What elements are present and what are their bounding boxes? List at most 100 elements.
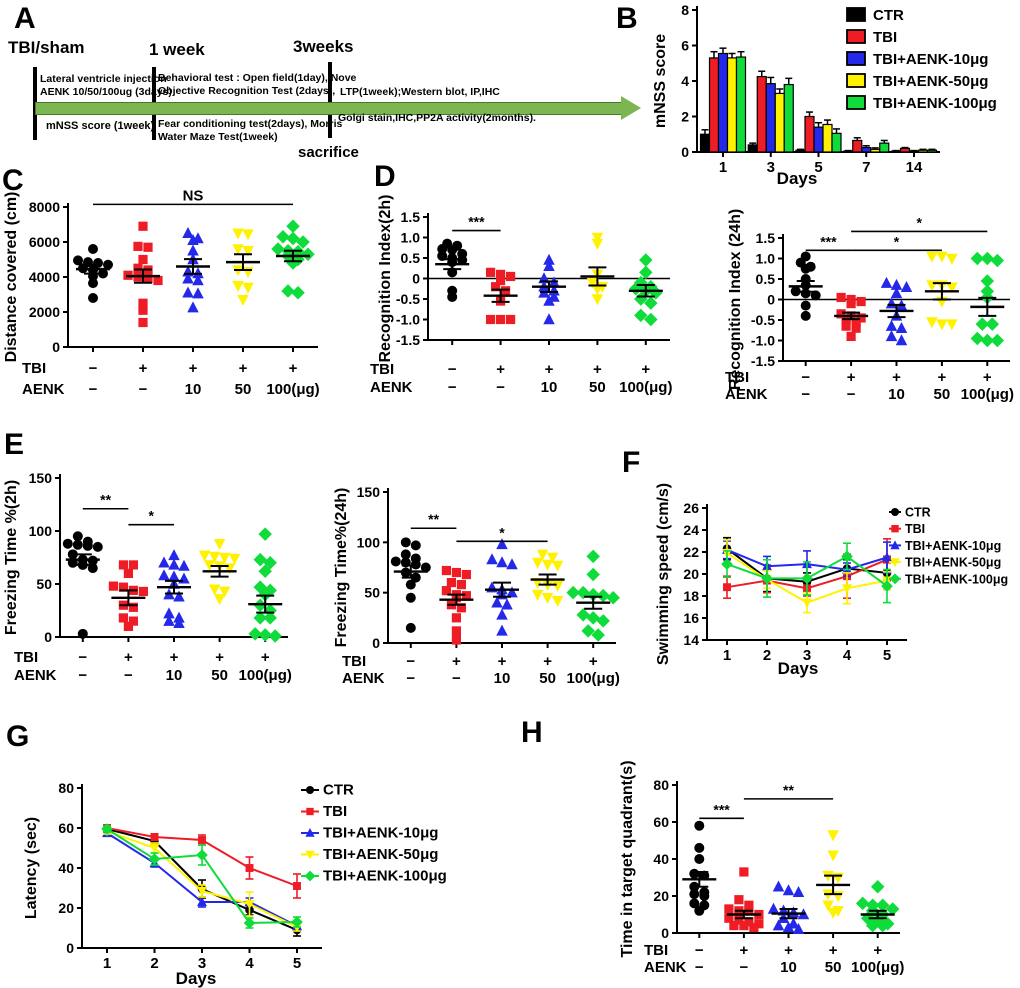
svg-text:+: + — [873, 942, 882, 959]
svg-text:22: 22 — [683, 544, 699, 560]
svg-text:TBI+AENK-10μg: TBI+AENK-10μg — [873, 51, 988, 68]
panel-b-mnss-bar-chart: 0 2 4 6 8 mNSS score 1 3 5 7 14 Days CTR TBI TBI+AENK-… — [635, 0, 1020, 192]
svg-text:100: 100 — [29, 523, 53, 539]
svg-text:AENK: AENK — [725, 386, 768, 403]
svg-text:100: 100 — [357, 534, 381, 550]
svg-text:CTR: CTR — [905, 506, 931, 520]
svg-text:0: 0 — [66, 940, 74, 956]
panel-label-b: B — [616, 2, 638, 35]
svg-text:20: 20 — [653, 888, 669, 904]
svg-text:−: − — [78, 649, 87, 666]
timeline-text: Behavioral test : Open field(1day), Nove — [158, 72, 357, 84]
svg-text:+: + — [892, 369, 901, 386]
timeline-text: AENK 10/50/100ug (3days) — [40, 86, 172, 98]
svg-text:0: 0 — [372, 635, 380, 651]
svg-text:8: 8 — [681, 2, 689, 18]
svg-text:5: 5 — [883, 647, 891, 664]
svg-text:1: 1 — [719, 159, 727, 176]
svg-text:+: + — [498, 653, 507, 670]
timeline-seg2-above: Behavioral test : Open field(1day), Nove… — [158, 72, 356, 98]
svg-text:CTR: CTR — [323, 782, 354, 799]
svg-text:50: 50 — [589, 379, 606, 396]
svg-text:3: 3 — [767, 159, 775, 176]
svg-text:TBI: TBI — [873, 29, 897, 46]
svg-text:1.5: 1.5 — [756, 230, 776, 246]
svg-text:50: 50 — [211, 667, 228, 684]
svg-text:+: + — [740, 942, 749, 959]
svg-text:−: − — [740, 959, 749, 976]
panel-c-distance-scatter-chart: 0 2000 4000 6000 8000 Distance covered (cm) NS… — [0, 175, 360, 410]
svg-text:Latency (sec): Latency (sec) — [23, 817, 40, 919]
svg-text:10: 10 — [166, 667, 183, 684]
svg-text:***: *** — [468, 214, 485, 230]
svg-text:+: + — [452, 653, 461, 670]
panel-label-e: E — [4, 428, 25, 461]
panel-label-h: H — [521, 716, 543, 749]
panel-label-g: G — [6, 720, 30, 753]
svg-text:TBI+AENK-50μg: TBI+AENK-50μg — [905, 556, 1001, 570]
svg-text:50: 50 — [364, 585, 380, 601]
chart-D1-svg: -1.5 -1.0 -0.5 0 0.5 1.0 1.5 Recognition Index(… — [370, 195, 672, 397]
timeline-text: Objective Recognition Test (2days), — [158, 85, 336, 97]
svg-text:Time in target quadrant(s): Time in target quadrant(s) — [619, 760, 636, 957]
svg-text:+: + — [543, 653, 552, 670]
svg-text:−: − — [496, 379, 505, 396]
svg-text:10: 10 — [888, 386, 905, 403]
svg-text:TBI+AENK-100μg: TBI+AENK-100μg — [323, 868, 447, 885]
timeline-seg1-below: mNSS score (1week) — [46, 120, 154, 133]
svg-text:2: 2 — [681, 109, 689, 125]
svg-text:6: 6 — [681, 38, 689, 54]
panel-e-freezing-2h-chart: 0 50 100 150 Freezing Time %(2h) ** * TBI − + + + + A… — [0, 440, 330, 702]
timeline-sacrifice-label: sacrifice — [298, 144, 359, 161]
svg-text:TBI: TBI — [14, 649, 38, 666]
panel-h-target-quadrant-chart: 0 20 40 60 80 Time in target quadrant(s) *** **… — [520, 710, 1020, 988]
panel-d-recognition-24h-chart: -1.5 -1.0 -0.5 0 0.5 1.0 1.5 Recognition Index … — [690, 175, 1020, 417]
svg-text:100(μg): 100(μg) — [567, 670, 620, 687]
svg-text:+: + — [589, 653, 598, 670]
svg-text:50: 50 — [235, 381, 252, 398]
svg-text:2: 2 — [763, 647, 771, 664]
svg-text:0.5: 0.5 — [401, 250, 421, 266]
svg-text:−: − — [847, 386, 856, 403]
svg-text:1: 1 — [103, 955, 111, 972]
svg-text:20: 20 — [683, 566, 699, 582]
chart-G-svg: 0 20 40 60 80 Latency (sec) 1 2 3 4 5 Days CTR TBI TBI… — [23, 780, 447, 988]
svg-text:50: 50 — [825, 959, 842, 976]
svg-text:100(μg): 100(μg) — [961, 386, 1014, 403]
svg-text:50: 50 — [539, 670, 556, 687]
svg-text:80: 80 — [58, 780, 74, 796]
timeline-seg1-above: Lateral ventricle injection AENK 10/50/1… — [40, 73, 172, 99]
svg-text:100(μg): 100(μg) — [619, 379, 672, 396]
svg-text:+: + — [124, 649, 133, 666]
svg-text:***: *** — [713, 801, 730, 817]
svg-text:+: + — [784, 942, 793, 959]
svg-text:+: + — [189, 360, 198, 377]
svg-text:7: 7 — [862, 159, 870, 176]
svg-text:*: * — [916, 214, 922, 230]
svg-text:−: − — [695, 942, 704, 959]
svg-text:14: 14 — [683, 632, 699, 648]
svg-text:Days: Days — [777, 169, 818, 188]
panel-label-f: F — [622, 446, 641, 479]
svg-text:3: 3 — [198, 955, 206, 972]
timeline-milestone-tbi-sham: TBI/sham — [8, 38, 85, 57]
svg-text:−: − — [448, 361, 457, 378]
svg-text:−: − — [124, 667, 133, 684]
svg-text:**: ** — [783, 782, 794, 798]
svg-text:50: 50 — [934, 386, 951, 403]
svg-text:150: 150 — [29, 470, 53, 486]
svg-text:0.5: 0.5 — [756, 271, 776, 287]
svg-text:0: 0 — [52, 339, 60, 355]
svg-text:TBI: TBI — [323, 803, 347, 820]
timeline-arrow-head-icon — [621, 96, 641, 120]
svg-text:Recognition Index(2h): Recognition Index(2h) — [377, 195, 394, 363]
svg-text:50: 50 — [36, 576, 52, 592]
svg-text:*: * — [148, 508, 154, 524]
svg-text:18: 18 — [683, 588, 699, 604]
svg-text:−: − — [89, 360, 98, 377]
svg-text:AENK: AENK — [644, 959, 687, 976]
svg-text:4: 4 — [245, 955, 254, 972]
panel-g-latency-chart: 0 20 40 60 80 Latency (sec) 1 2 3 4 5 Days CTR TBI TBI… — [0, 710, 520, 988]
